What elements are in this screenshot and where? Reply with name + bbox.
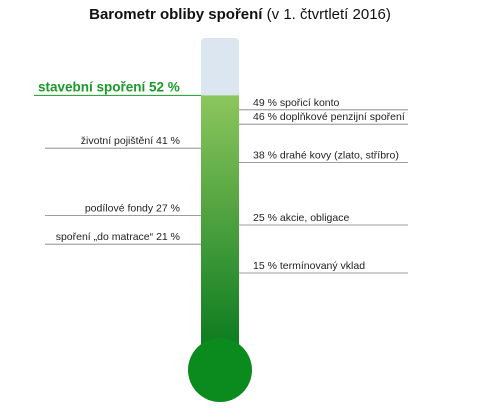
chart-title-sub: (v 1. čtvrtletí 2016) [266, 6, 391, 23]
chart-title-main: Barometr obliby spoření [89, 6, 263, 23]
label-left-3: spoření „do matrace“ 21 % [56, 231, 180, 243]
label-left-1: životní pojištění 41 % [81, 135, 180, 147]
thermometer-fill [201, 95, 239, 353]
label-left-2: podílové fondy 27 % [85, 202, 180, 214]
label-right-1: 46 % doplňkové penzijní spoření [253, 111, 405, 123]
label-left-0: stavební spoření 52 % [38, 79, 180, 94]
chart-title: Barometr obliby spoření (v 1. čtvrtletí … [0, 6, 480, 23]
label-right-2: 38 % drahé kovy (zlato, stříbro) [253, 150, 399, 162]
label-right-3: 25 % akcie, obligace [253, 212, 349, 224]
label-right-0: 49 % spořicí konto [253, 97, 340, 109]
thermometer-bulb [188, 338, 252, 402]
label-right-4: 15 % termínovaný vklad [253, 260, 365, 272]
